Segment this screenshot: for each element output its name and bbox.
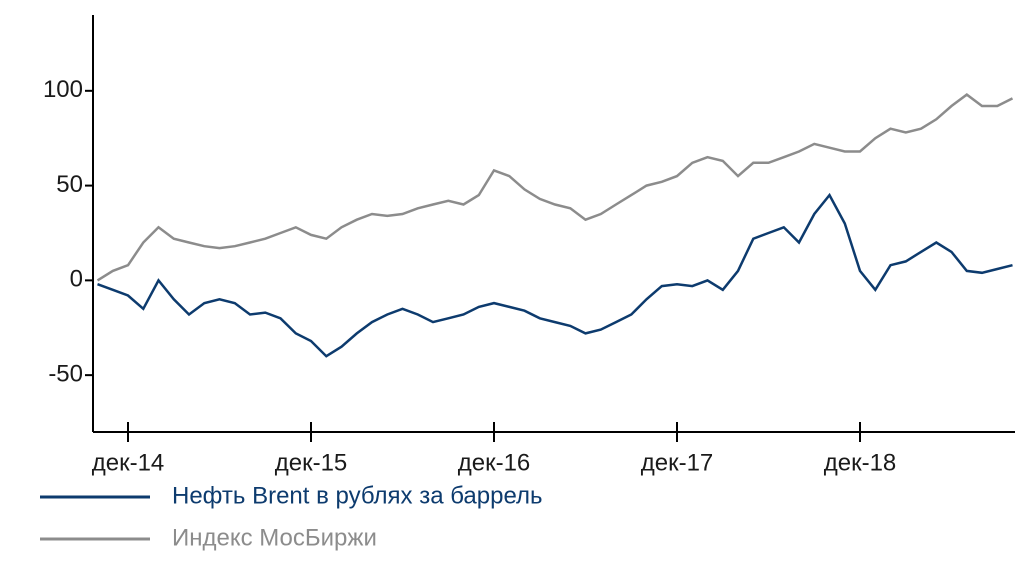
series-line (96, 93, 1014, 282)
y-tick-label: 100 (43, 76, 83, 103)
y-tick-label: -50 (48, 360, 83, 387)
x-tick-label: дек-18 (824, 449, 897, 476)
x-tick-label: дек-16 (458, 449, 531, 476)
x-tick-label: дек-17 (641, 449, 714, 476)
y-tick-label: 0 (70, 266, 83, 293)
x-tick-label: дек-15 (275, 449, 348, 476)
y-tick-label: 50 (56, 171, 83, 198)
series-line (97, 192, 1013, 358)
legend-label: Нефть Brent в рублях за баррель (172, 482, 543, 509)
x-tick-label: дек-14 (92, 449, 165, 476)
legend-label: Индекс МосБиржи (172, 524, 377, 551)
